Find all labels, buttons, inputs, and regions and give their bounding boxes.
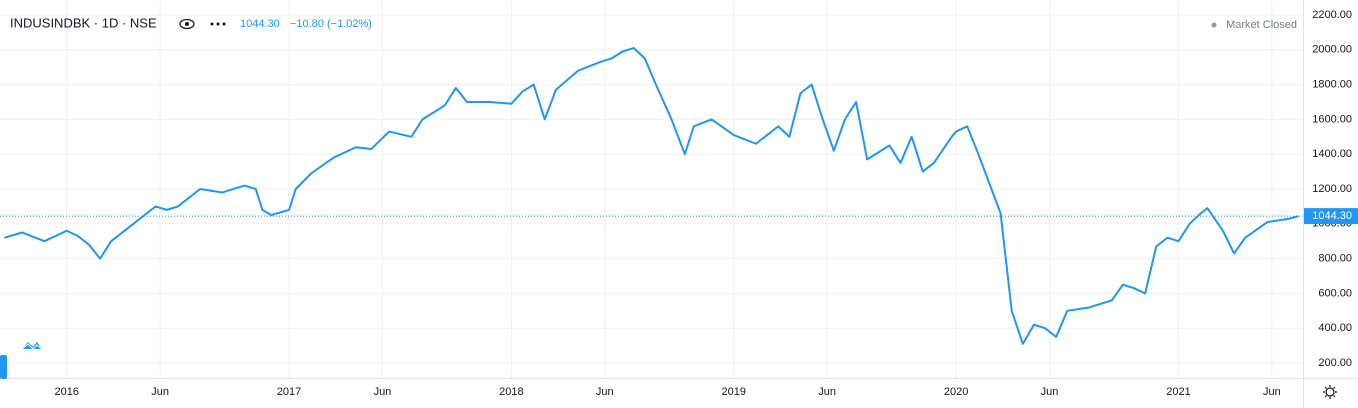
x-tick-label: 2019 xyxy=(722,386,746,398)
price-change: −10.80 (−1.02%) xyxy=(290,18,372,30)
x-tick-label: 2017 xyxy=(277,386,301,398)
side-tab[interactable] xyxy=(0,355,7,379)
y-tick-label: 2200.00 xyxy=(1312,9,1352,21)
y-tick-label: 1200.00 xyxy=(1312,183,1352,195)
settings-icon[interactable] xyxy=(1323,385,1337,399)
y-tick-label: 1800.00 xyxy=(1312,78,1352,90)
eye-icon[interactable] xyxy=(179,18,195,30)
logo[interactable] xyxy=(21,342,43,350)
more-icon[interactable] xyxy=(210,22,226,26)
y-tick-label: 1400.00 xyxy=(1312,148,1352,160)
status-dot xyxy=(1211,22,1217,28)
x-tick-label: Jun xyxy=(374,386,392,398)
symbol-title[interactable]: INDUSINDBK · 1D · NSE xyxy=(10,15,157,30)
y-tick-label: 800.00 xyxy=(1318,253,1352,265)
last-price: 1044.30 xyxy=(240,18,280,30)
x-tick-label: 2021 xyxy=(1166,386,1190,398)
x-tick-label: 2018 xyxy=(499,386,523,398)
x-tick-label: Jun xyxy=(1041,386,1059,398)
y-tick-label: 2000.00 xyxy=(1312,44,1352,56)
y-tick-label: 1600.00 xyxy=(1312,113,1352,125)
y-tick-label: 600.00 xyxy=(1318,287,1352,299)
x-tick-label: Jun xyxy=(1263,386,1281,398)
y-tick-label: 400.00 xyxy=(1318,322,1352,334)
last-price-tag-label: 1044.30 xyxy=(1312,210,1352,222)
last-price-tag xyxy=(1304,208,1358,225)
x-tick-label: Jun xyxy=(818,386,836,398)
x-tick-label: Jun xyxy=(596,386,614,398)
axes: 200.00400.00600.00800.001000.001200.0014… xyxy=(54,9,1358,398)
grid xyxy=(0,0,1303,378)
y-tick-label: 200.00 xyxy=(1318,357,1352,369)
price-line xyxy=(4,47,1299,345)
market-status: Market Closed xyxy=(1226,19,1297,31)
x-tick-label: 2020 xyxy=(944,386,968,398)
plot xyxy=(0,47,1303,345)
x-tick-label: 2016 xyxy=(54,386,78,398)
x-tick-label: Jun xyxy=(151,386,169,398)
